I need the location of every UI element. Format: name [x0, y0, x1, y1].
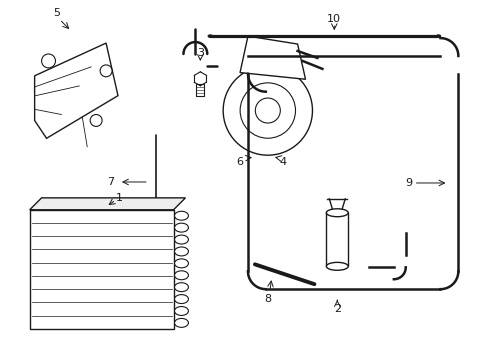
Ellipse shape	[208, 35, 212, 37]
Circle shape	[255, 98, 280, 123]
Ellipse shape	[174, 306, 188, 315]
Polygon shape	[30, 198, 185, 210]
Circle shape	[41, 54, 55, 68]
Bar	[30, 210, 173, 329]
Circle shape	[240, 83, 295, 138]
Text: 3: 3	[197, 48, 203, 58]
Ellipse shape	[174, 319, 188, 327]
Text: 10: 10	[326, 14, 341, 24]
Circle shape	[90, 114, 102, 126]
Circle shape	[223, 66, 312, 155]
Text: 2: 2	[333, 304, 340, 314]
Ellipse shape	[174, 223, 188, 232]
Circle shape	[100, 65, 112, 77]
Ellipse shape	[174, 259, 188, 268]
Ellipse shape	[174, 247, 188, 256]
Ellipse shape	[174, 271, 188, 280]
Text: 1: 1	[115, 193, 122, 203]
Ellipse shape	[325, 209, 347, 217]
Text: 6: 6	[236, 157, 243, 167]
Text: 7: 7	[107, 177, 114, 187]
Ellipse shape	[174, 235, 188, 244]
Text: 5: 5	[53, 8, 60, 18]
Text: 9: 9	[405, 178, 411, 188]
Ellipse shape	[436, 35, 440, 37]
Ellipse shape	[174, 283, 188, 292]
Text: 4: 4	[279, 157, 285, 167]
Bar	[196, 84, 204, 96]
Ellipse shape	[325, 262, 347, 270]
Text: 8: 8	[264, 294, 271, 304]
Ellipse shape	[174, 294, 188, 303]
Ellipse shape	[174, 211, 188, 220]
Polygon shape	[240, 36, 305, 79]
Polygon shape	[35, 43, 118, 138]
Bar	[325, 212, 347, 266]
